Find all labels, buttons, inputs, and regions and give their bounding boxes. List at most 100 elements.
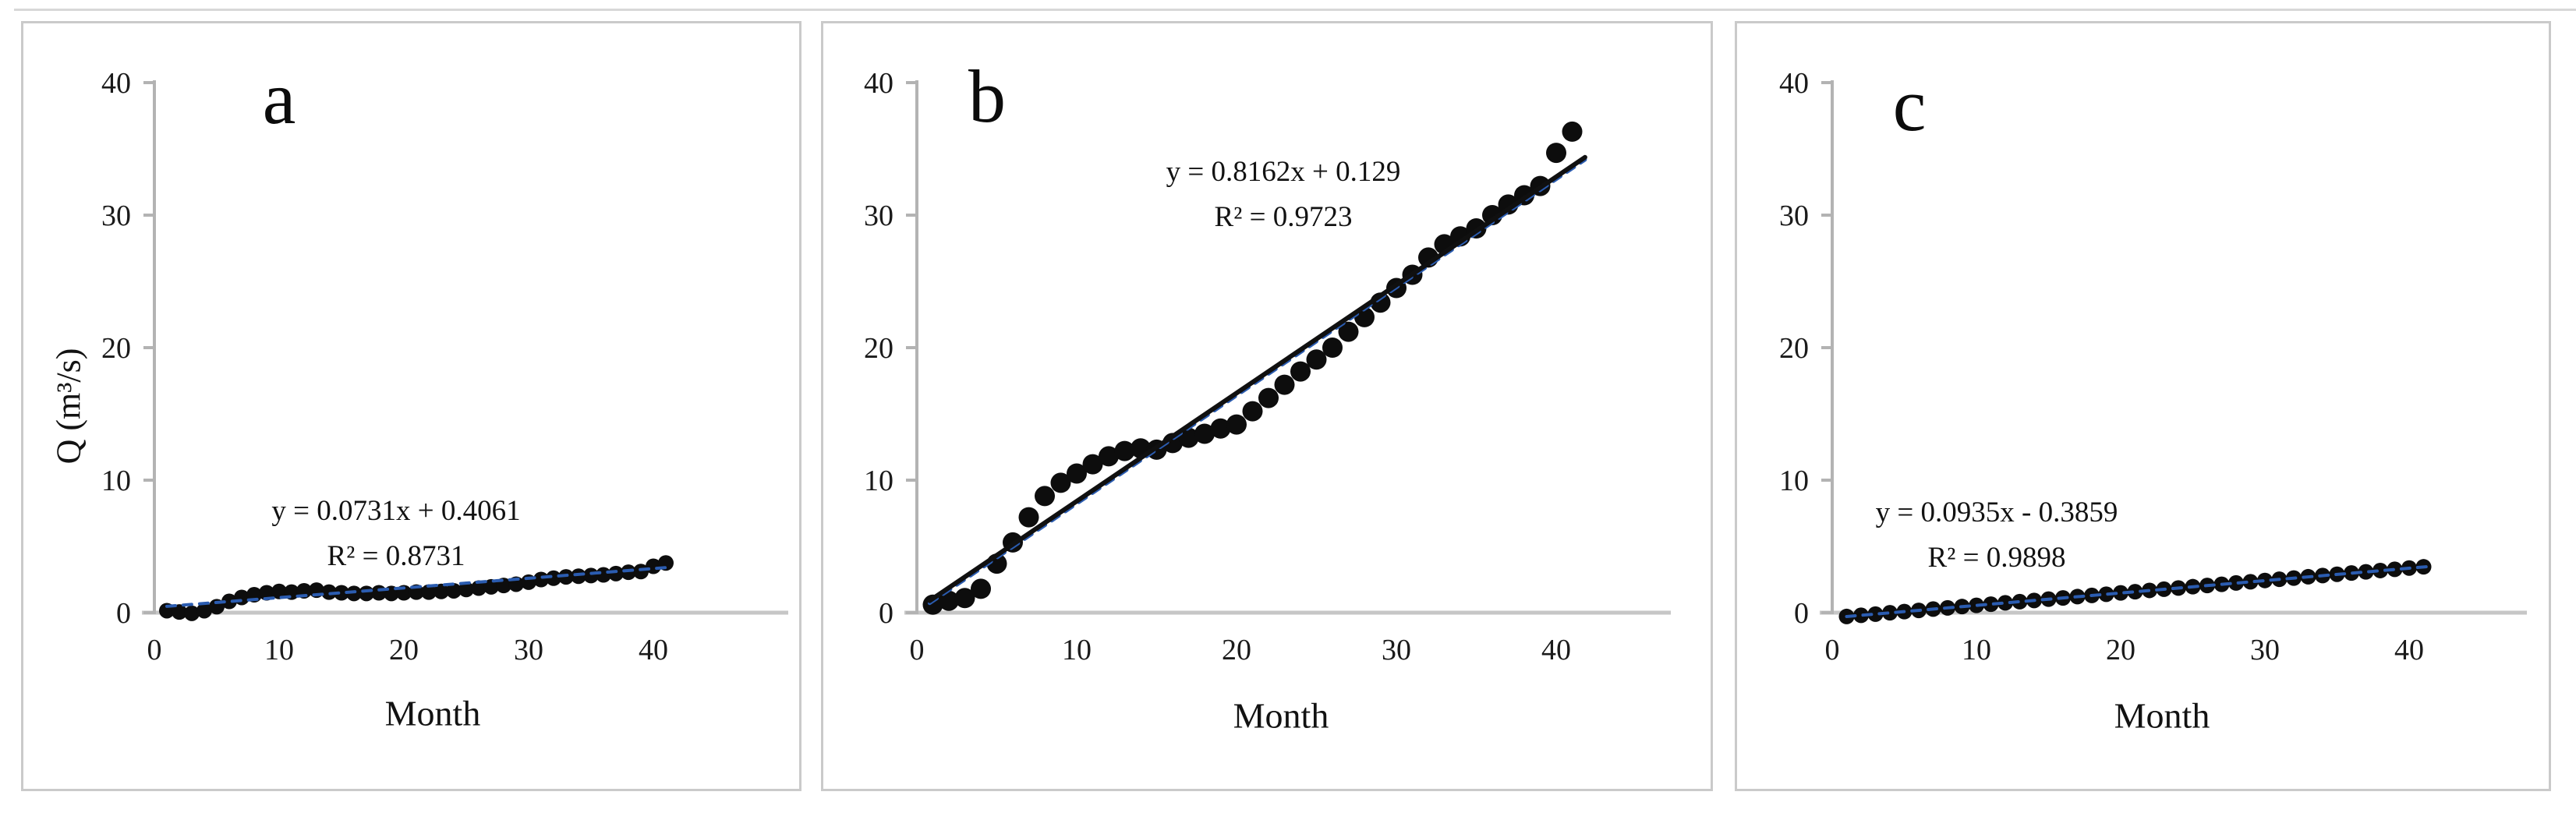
y-tick-label: 30 xyxy=(101,200,131,232)
data-point xyxy=(2127,584,2143,600)
data-point xyxy=(172,604,187,620)
y-tick-label: 20 xyxy=(864,332,893,365)
data-point xyxy=(1210,418,1231,439)
data-point xyxy=(1562,121,1583,142)
data-point xyxy=(608,565,624,581)
data-point xyxy=(471,580,487,596)
x-tick-label: 20 xyxy=(389,634,419,666)
panel-b: 0 10 20 30 40 0 10 20 30 40 b y = 0.8162x + 0.129… xyxy=(821,21,1713,791)
data-point xyxy=(1482,205,1502,225)
data-point xyxy=(458,581,474,598)
data-point xyxy=(321,584,337,600)
panel-b-equation: y = 0.8162x + 0.129 xyxy=(1166,156,1401,188)
panel-c-equation: y = 0.0935x - 0.3859 xyxy=(1875,497,2118,528)
x-tick-label: 40 xyxy=(2394,634,2424,666)
data-point xyxy=(184,605,200,621)
data-point xyxy=(1067,463,1087,484)
panel-c-letter: c xyxy=(1892,63,1927,147)
y-tick-label: 40 xyxy=(1779,67,1809,100)
data-point xyxy=(271,583,287,599)
x-tick-label: 0 xyxy=(147,634,162,666)
panel-c-r-squared: R² = 0.9898 xyxy=(1927,542,2066,574)
data-point xyxy=(1983,596,1999,613)
panel-a-equation: y = 0.0731x + 0.4061 xyxy=(271,495,521,527)
y-tick-label: 20 xyxy=(1779,332,1809,365)
data-point xyxy=(1018,507,1039,528)
data-point xyxy=(433,583,449,599)
panel-c: 0 10 20 30 40 0 10 20 30 40 c y = 0.0935x - 0.385… xyxy=(1735,21,2551,791)
data-point xyxy=(346,585,362,602)
panel-b-x-axis-title: Month xyxy=(1233,695,1329,736)
data-point xyxy=(1035,486,1055,507)
trendline-dashed xyxy=(165,565,674,608)
data-point xyxy=(1099,446,1119,467)
data-point xyxy=(971,578,991,599)
data-point xyxy=(1242,401,1263,422)
x-tick-label: 40 xyxy=(639,634,668,666)
x-tick-label: 20 xyxy=(2106,634,2135,666)
x-tick-label: 10 xyxy=(264,634,294,666)
y-tick-label: 10 xyxy=(864,465,893,497)
data-point xyxy=(2242,574,2259,590)
data-point xyxy=(1082,454,1103,475)
data-point xyxy=(1226,414,1247,435)
panel-a-r-squared: R² = 0.8731 xyxy=(327,540,465,572)
y-tick-label: 0 xyxy=(116,597,131,630)
panel-b-r-squared: R² = 0.9723 xyxy=(1214,201,1353,233)
top-rule xyxy=(14,9,2576,11)
data-point xyxy=(1882,605,1898,621)
y-tick-label: 30 xyxy=(864,200,893,232)
data-point xyxy=(1853,607,1869,624)
data-point xyxy=(1274,374,1295,395)
chart-c-canvas: 0 10 20 30 40 0 10 20 30 40 xyxy=(1779,67,2527,666)
trendline-dashed xyxy=(1845,564,2433,618)
data-point xyxy=(2373,562,2388,578)
trendline-solid xyxy=(927,154,1587,603)
data-point xyxy=(1290,361,1311,382)
data-point xyxy=(196,603,212,619)
data-point xyxy=(259,585,274,601)
y-tick-label: 10 xyxy=(101,465,131,497)
data-point xyxy=(1194,423,1215,444)
data-point xyxy=(1867,606,1884,622)
data-point xyxy=(421,584,437,600)
panel-b-equation-block: y = 0.8162x + 0.129 R² = 0.9723 xyxy=(1166,150,1401,240)
panel-c-equation-block: y = 0.0935x - 0.3859 R² = 0.9898 xyxy=(1876,490,2118,581)
panel-a-letter: a xyxy=(262,56,296,140)
data-point xyxy=(2257,572,2273,588)
x-tick-label: 30 xyxy=(514,634,543,666)
y-tick-label: 0 xyxy=(1794,597,1809,630)
x-tick-label: 10 xyxy=(1962,634,1991,666)
chart-a-canvas: 0 10 20 30 40 0 10 20 30 40 xyxy=(101,67,788,666)
data-point xyxy=(1338,321,1359,342)
panel-c-x-axis-title: Month xyxy=(2114,695,2210,736)
panel-a-x-axis-title: Month xyxy=(384,693,481,733)
data-point xyxy=(446,582,462,599)
data-point xyxy=(1546,143,1566,164)
data-point xyxy=(1050,472,1071,493)
chart-b-canvas: 0 10 20 30 40 0 10 20 30 40 xyxy=(864,67,1671,666)
data-point xyxy=(1322,338,1343,358)
data-point xyxy=(2358,564,2374,580)
x-tick-label: 20 xyxy=(1222,634,1251,666)
data-point xyxy=(221,593,237,610)
data-point xyxy=(2228,574,2244,591)
panel-a-equation-block: y = 0.0731x + 0.4061 R² = 0.8731 xyxy=(271,489,520,579)
x-tick-label: 30 xyxy=(1382,634,1411,666)
y-tick-label: 40 xyxy=(101,67,131,100)
data-point xyxy=(546,570,561,586)
panel-b-letter: b xyxy=(968,55,1006,138)
data-point xyxy=(571,568,586,585)
x-tick-label: 10 xyxy=(1062,634,1092,666)
y-tick-label: 20 xyxy=(101,332,131,365)
data-point xyxy=(558,569,574,585)
x-tick-label: 40 xyxy=(1541,634,1571,666)
x-tick-label: 30 xyxy=(2250,634,2280,666)
y-tick-label: 30 xyxy=(1779,200,1809,232)
panel-a: 0 10 20 30 40 0 10 20 30 40 a y = 0.0731x + 0.406… xyxy=(21,21,801,791)
data-point xyxy=(483,578,499,595)
y-tick-label: 0 xyxy=(879,597,893,630)
data-point xyxy=(1258,387,1279,408)
data-point xyxy=(1114,440,1135,461)
